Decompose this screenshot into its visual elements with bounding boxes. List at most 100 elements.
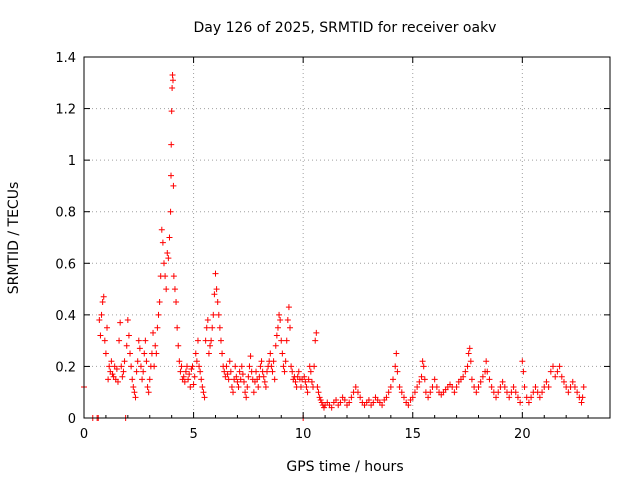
data-point	[193, 358, 200, 365]
data-point	[281, 368, 288, 375]
data-point	[224, 371, 231, 378]
data-point	[96, 317, 103, 324]
data-point	[579, 394, 586, 401]
data-point	[202, 337, 209, 344]
data-point	[217, 337, 224, 344]
data-point	[176, 358, 183, 365]
x-tick-label: 20	[514, 427, 531, 442]
data-point	[97, 332, 104, 339]
data-point	[125, 332, 132, 339]
data-point	[199, 384, 206, 391]
data-point	[304, 389, 311, 396]
y-tick-label: 1	[68, 154, 76, 169]
data-point	[556, 363, 563, 370]
data-point	[150, 329, 157, 336]
data-point	[425, 394, 432, 401]
data-point	[569, 378, 576, 385]
data-point	[274, 324, 281, 331]
data-point	[244, 384, 251, 391]
data-point	[250, 389, 257, 396]
data-point	[212, 270, 219, 277]
data-point	[414, 384, 421, 391]
data-point	[211, 291, 218, 298]
data-point	[451, 389, 458, 396]
data-point	[167, 208, 174, 215]
data-point	[460, 373, 467, 380]
data-point	[520, 368, 527, 375]
data-point	[475, 384, 482, 391]
data-point	[370, 399, 377, 406]
data-point	[171, 286, 178, 293]
data-point	[493, 394, 500, 401]
data-point	[501, 384, 508, 391]
data-point	[317, 396, 324, 403]
data-point	[578, 399, 585, 406]
data-point	[101, 337, 108, 344]
data-point	[164, 249, 171, 256]
y-axis-label: SRMTID / TECUs	[6, 182, 22, 295]
data-point	[282, 358, 289, 365]
data-point	[197, 368, 204, 375]
data-point	[98, 311, 105, 318]
data-point	[433, 384, 440, 391]
data-points	[81, 72, 587, 421]
data-point	[234, 378, 241, 385]
data-point	[160, 260, 167, 267]
data-point	[268, 363, 275, 370]
data-point	[168, 108, 175, 115]
data-point	[571, 384, 578, 391]
data-point	[108, 358, 115, 365]
chart-title: Day 126 of 2025, SRMTID for receiver oak…	[194, 20, 497, 36]
data-point	[240, 378, 247, 385]
plot-frame	[83, 56, 611, 419]
data-point	[214, 298, 221, 305]
data-point	[420, 363, 427, 370]
data-point	[196, 363, 203, 370]
data-point	[396, 384, 403, 391]
data-point	[400, 394, 407, 401]
data-point	[119, 373, 126, 380]
data-point	[419, 358, 426, 365]
data-point	[146, 376, 153, 383]
data-point	[267, 350, 274, 357]
data-point	[123, 342, 130, 349]
data-point	[279, 350, 286, 357]
data-point	[159, 239, 166, 246]
data-point	[280, 363, 287, 370]
data-point	[226, 358, 233, 365]
data-point	[379, 402, 386, 409]
data-point	[221, 368, 228, 375]
data-point	[237, 376, 244, 383]
data-point	[133, 368, 140, 375]
data-point	[117, 319, 124, 326]
data-point	[271, 376, 278, 383]
data-point	[190, 381, 197, 388]
data-point	[466, 345, 473, 352]
data-point	[173, 298, 180, 305]
data-point	[315, 389, 322, 396]
data-point	[521, 384, 528, 391]
data-point	[272, 342, 279, 349]
data-point	[431, 376, 438, 383]
data-point	[357, 394, 364, 401]
data-point	[168, 141, 175, 148]
data-point	[565, 389, 572, 396]
data-point	[283, 337, 290, 344]
data-point	[292, 378, 299, 385]
data-point	[365, 396, 372, 403]
data-point	[139, 376, 146, 383]
data-point	[239, 371, 246, 378]
data-point	[255, 384, 262, 391]
data-point	[467, 358, 474, 365]
data-point	[165, 255, 172, 262]
data-point	[409, 394, 416, 401]
y-tick-label: 1.2	[55, 103, 76, 118]
data-point	[178, 363, 185, 370]
data-point	[209, 324, 216, 331]
data-point	[525, 399, 532, 406]
data-point	[462, 368, 469, 375]
data-point	[289, 368, 296, 375]
data-point	[303, 384, 310, 391]
data-point	[264, 368, 271, 375]
data-point	[543, 378, 550, 385]
